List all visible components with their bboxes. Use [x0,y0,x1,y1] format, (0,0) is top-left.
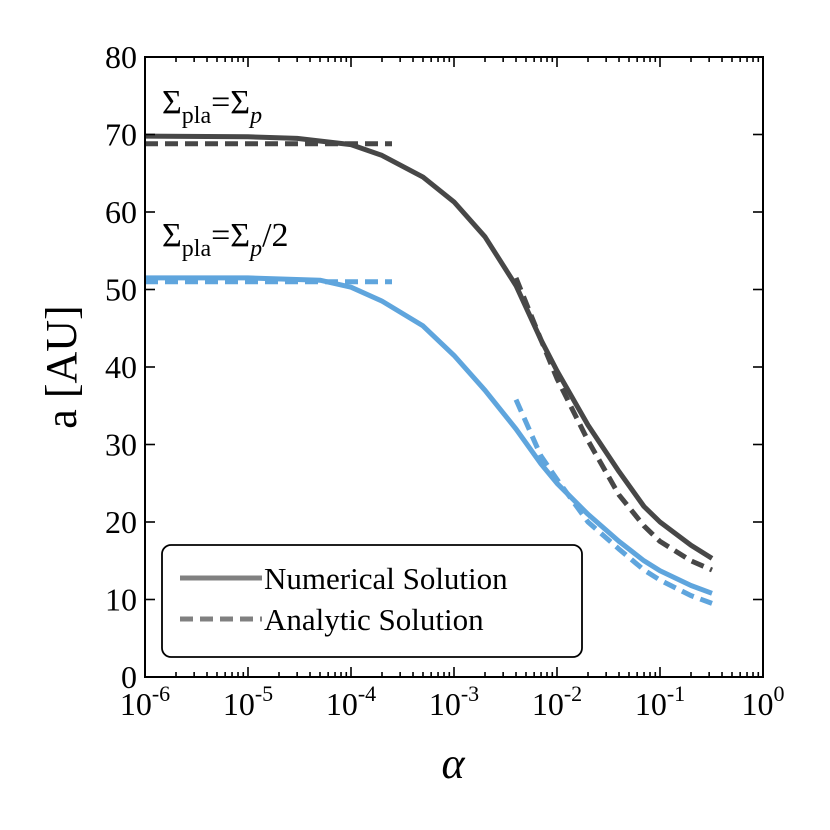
x-axis-label: α [441,739,465,788]
x-tick-label: 10-5 [223,681,273,722]
x-tick-label: 10-1 [635,681,685,722]
legend-box [161,544,583,658]
y-tick-label: 60 [105,194,137,230]
ticks-layer: 0 10 20 30 40 50 60 70 80 10-6 10-5 10-4 10-3 10-2 10-… [105,39,785,722]
y-tick-label: 10 [105,582,137,618]
x-tick-label: 10-2 [532,681,582,722]
annotation-half-density: Σpla=Σp/2 [162,217,289,262]
y-tick-label: 30 [105,427,137,463]
y-tick-label: 0 [121,659,137,695]
series-dark-solid-0 [144,133,714,561]
y-tick-label: 20 [105,504,137,540]
x-tick-label: 10-6 [120,681,170,722]
y-tick-label: 70 [105,117,137,153]
x-tick-label: 10-4 [326,681,376,722]
curves-layer [144,133,714,606]
legend-label-numerical: Numerical Solution [264,561,508,596]
annotation-equal-density: Σpla=Σp [162,84,262,129]
y-axis-label: a [AU] [37,305,86,428]
x-tick-label: 100 [742,681,785,722]
series-blue-solid-3 [145,275,713,596]
legend: Numerical Solution Analytic Solution [161,544,583,658]
y-tick-label: 50 [105,272,137,308]
y-tick-label: 40 [105,349,137,385]
y-tick-label: 80 [105,39,137,75]
series-dark-dashed-2 [513,276,714,573]
legend-label-analytic: Analytic Solution [264,602,484,637]
series-blue-dashed-5 [513,398,713,606]
x-tick-label: 10-3 [429,681,479,722]
